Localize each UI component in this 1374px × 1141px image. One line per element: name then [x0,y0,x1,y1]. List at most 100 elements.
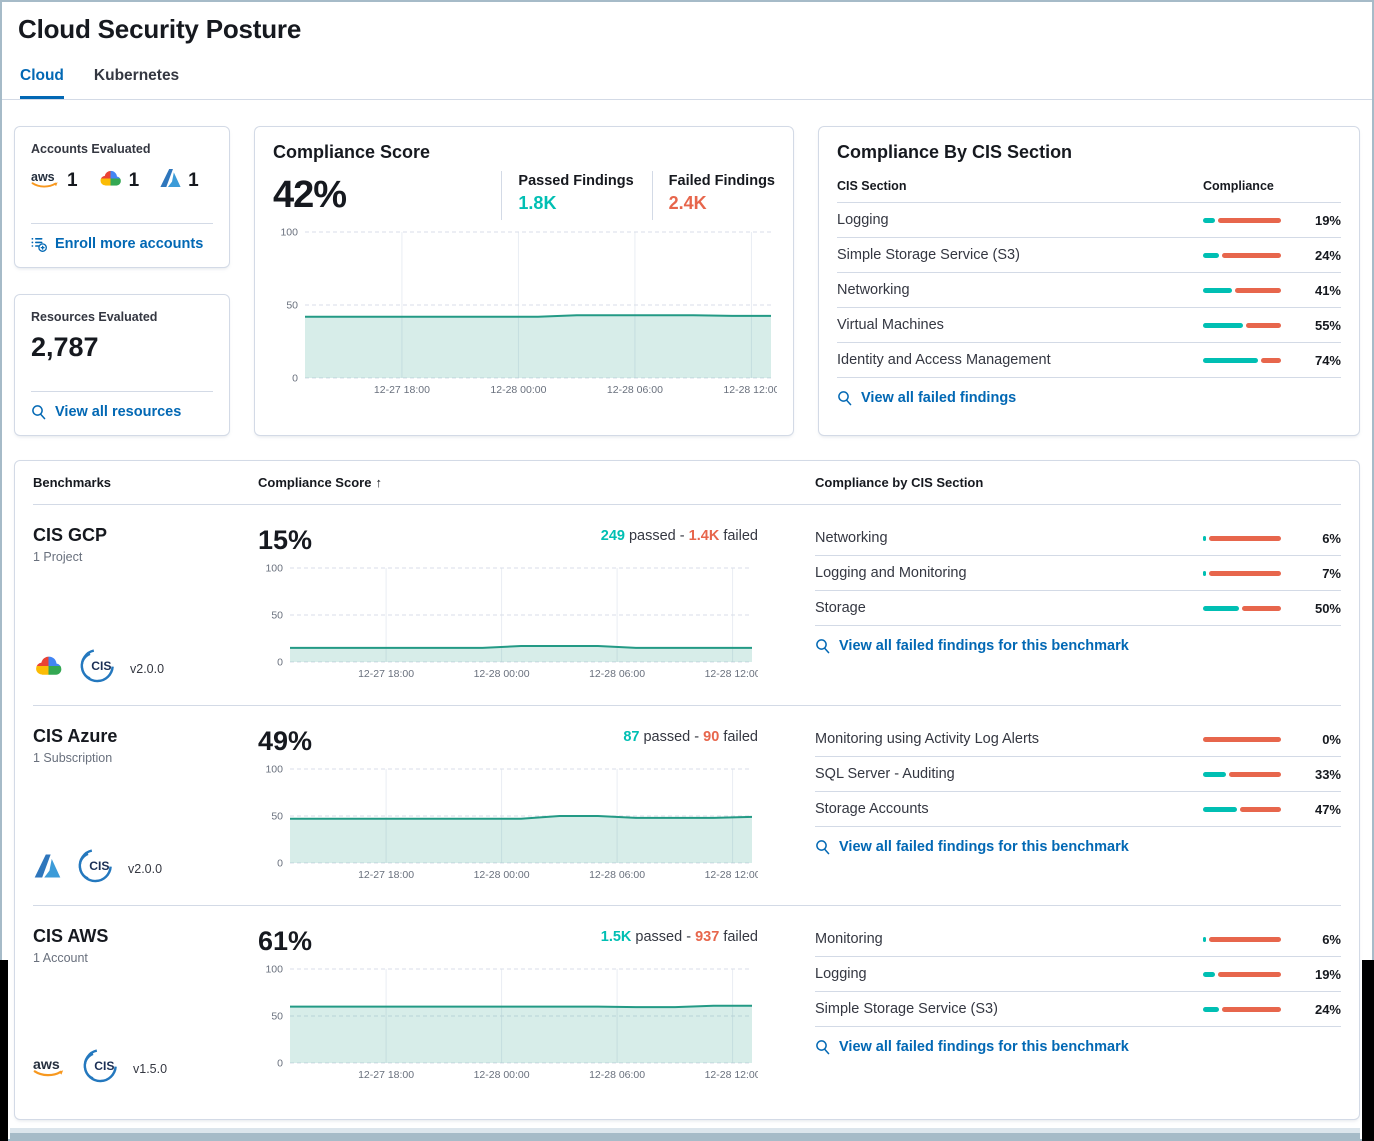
benchmark-scope: 1 Project [33,550,83,564]
section-name: Storage [815,600,866,616]
view-failed-findings-benchmark-label: View all failed findings for this benchm… [839,839,1129,855]
passed-failed-summary: 249 passed - 1.4K failed [600,528,758,544]
benchmark-version: v2.0.0 [130,661,165,676]
azure-logo-icon [159,168,182,193]
search-icon [815,638,831,654]
benchmark-version: v1.5.0 [133,1061,168,1076]
section-name: Monitoring using Activity Log Alerts [815,731,1040,747]
view-failed-findings-benchmark-link[interactable]: View all failed findings for this benchm… [815,839,1341,855]
compliance-bar [1203,806,1281,812]
svg-text:12-28 00:00: 12-28 00:00 [474,1069,530,1081]
findings-stats: Passed Findings 1.8K Failed Findings 2.4… [483,171,775,220]
cis-section-card-title: Compliance By CIS Section [837,142,1073,162]
view-failed-findings-benchmark-label: View all failed findings for this benchm… [839,1039,1129,1055]
aws-account-count: aws 1 [31,169,78,193]
compliance-pct: 55% [1314,317,1341,333]
compliance-pct: 6% [1322,931,1341,947]
benchmark-scope: 1 Subscription [33,751,113,765]
compliance-score-value: 42% [273,174,347,216]
benchmark-score: 61% [258,926,313,956]
header-divider [2,99,1372,100]
compliance-bar [1203,971,1281,977]
card-divider [31,391,213,392]
section-name: Logging and Monitoring [815,565,967,581]
svg-text:0: 0 [277,1058,283,1070]
screen-letterbox-right [1362,960,1374,1141]
svg-text:12-28 00:00: 12-28 00:00 [474,869,530,881]
compliance-bar [1203,936,1281,942]
section-name: Monitoring [815,931,883,947]
benchmark-info: CIS GCP 1 Project CIS v2.0.0 [33,525,258,705]
svg-text:CIS: CIS [89,859,109,873]
card-divider [31,223,213,224]
failed-count: 90 [703,729,720,745]
svg-text:50: 50 [286,300,298,312]
table-row: Logging 19% [837,203,1341,238]
azure-account-count: 1 [159,168,199,193]
svg-text:50: 50 [271,610,283,622]
view-failed-findings-benchmark-link[interactable]: View all failed findings for this benchm… [815,638,1341,654]
table-row: Simple Storage Service (S3) 24% [815,992,1341,1027]
compliance-by-cis-section-card: Compliance By CIS Section CIS Section Co… [818,126,1360,436]
view-all-resources-link[interactable]: View all resources [31,404,213,420]
svg-text:12-27 18:00: 12-27 18:00 [358,668,414,680]
benchmark-logos: CIS v2.0.0 [33,646,258,691]
compliance-bar [1203,217,1281,223]
passed-findings-value: 1.8K [518,193,557,213]
benchmark-cis-sections: Monitoring 6% Logging 19% Simple Storage… [815,926,1341,1105]
search-icon [815,1039,831,1055]
table-row: SQL Server - Auditing 33% [815,757,1341,792]
compliance-pct: 24% [1314,1001,1341,1017]
passed-count: 249 [600,528,625,544]
screen-letterbox-left [0,960,8,1141]
list-add-icon [31,236,47,252]
passed-findings-stat: Passed Findings 1.8K [501,171,634,220]
passed-count: 1.5K [600,929,632,945]
provider-counts: aws 1 1 1 [31,168,213,193]
benchmark-score-chart: 49% 87 passed - 90 failed 12-27 18:00 12-… [258,726,815,905]
tab-kubernetes[interactable]: Kubernetes [93,67,180,84]
compliance-pct: 19% [1314,212,1341,228]
gcp-logo-icon [33,654,64,683]
failed-findings-label: Failed Findings [668,173,775,189]
view-all-failed-findings-link[interactable]: View all failed findings [837,390,1341,406]
benchmark-score: 49% [258,726,313,756]
aws-account-count-value: 1 [67,169,78,191]
svg-text:50: 50 [271,811,283,823]
sort-ascending-icon: ↑ [375,475,382,490]
benchmark-scope: 1 Account [33,951,88,965]
failed-count: 937 [695,929,720,945]
table-row: Logging and Monitoring 7% [815,556,1341,591]
compliance-bar [1203,252,1281,258]
col-compliance-score-sort[interactable]: Compliance Score ↑ [258,475,815,490]
section-name: Networking [815,530,888,546]
tab-cloud[interactable]: Cloud [20,67,64,99]
section-name: Networking [837,282,910,298]
benchmark-score-chart: 15% 249 passed - 1.4K failed 12-27 18:00… [258,525,815,705]
window-bottom-frame-light [10,1128,1360,1133]
compliance-pct: 0% [1322,731,1341,747]
section-name: Identity and Access Management [837,352,1051,368]
search-icon [837,390,853,406]
svg-text:12-28 12:00: 12-28 12:00 [705,869,758,881]
col-compliance: Compliance [1203,179,1274,193]
enroll-more-accounts-link[interactable]: Enroll more accounts [31,236,213,252]
compliance-score-card: Compliance Score 42% Passed Findings 1.8… [254,126,794,436]
compliance-pct: 6% [1322,530,1341,546]
azure-account-count-value: 1 [188,169,199,191]
aws-logo-icon: aws [33,1055,67,1082]
table-row: Monitoring using Activity Log Alerts 0% [815,722,1341,757]
accounts-evaluated-title: Accounts Evaluated [31,142,151,156]
svg-text:12-28 12:00: 12-28 12:00 [705,1069,758,1081]
svg-text:100: 100 [265,563,283,575]
compliance-bar [1203,736,1281,742]
benchmark-cis-sections: Monitoring using Activity Log Alerts 0% … [815,726,1341,905]
accounts-evaluated-card: Accounts Evaluated aws 1 1 [14,126,230,268]
azure-logo-icon [33,853,62,884]
view-failed-findings-benchmark-link[interactable]: View all failed findings for this benchm… [815,1039,1341,1055]
benchmark-name: CIS AWS [33,926,109,946]
gcp-account-count: 1 [98,169,139,193]
view-all-failed-findings-label: View all failed findings [861,390,1017,406]
compliance-bar [1203,322,1281,328]
